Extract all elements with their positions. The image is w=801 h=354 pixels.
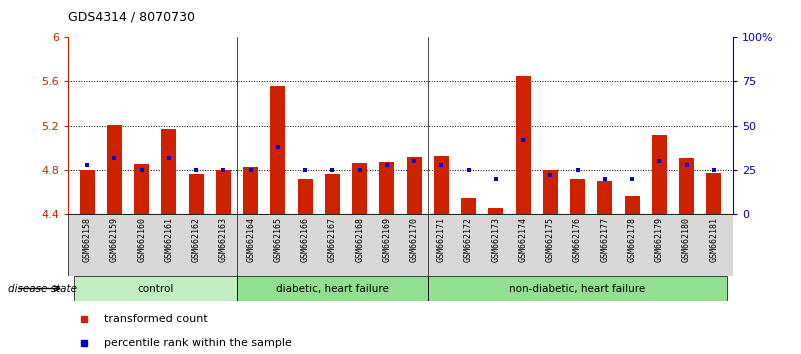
Bar	[107, 125, 122, 214]
Text: GSM662163: GSM662163	[219, 217, 228, 262]
Bar	[434, 155, 449, 214]
Text: GSM662173: GSM662173	[491, 217, 501, 262]
Text: GSM662166: GSM662166	[300, 217, 310, 262]
Text: GSM662162: GSM662162	[191, 217, 200, 262]
Text: GSM662172: GSM662172	[464, 217, 473, 262]
Text: disease state: disease state	[8, 284, 77, 293]
Text: diabetic, heart failure: diabetic, heart failure	[276, 284, 388, 293]
Text: GSM662179: GSM662179	[655, 217, 664, 262]
Text: GDS4314 / 8070730: GDS4314 / 8070730	[68, 11, 195, 24]
Bar	[407, 157, 421, 214]
Bar	[298, 179, 312, 214]
Bar	[74, 276, 237, 301]
Text: non-diabetic, heart failure: non-diabetic, heart failure	[509, 284, 646, 293]
Text: GSM662181: GSM662181	[710, 217, 718, 262]
Text: GSM662159: GSM662159	[110, 217, 119, 262]
Text: control: control	[137, 284, 174, 293]
Bar	[461, 198, 476, 214]
Bar	[162, 129, 176, 214]
Bar	[216, 170, 231, 214]
Text: percentile rank within the sample: percentile rank within the sample	[104, 338, 292, 348]
Bar	[325, 175, 340, 214]
Bar	[237, 276, 428, 301]
Text: GSM662168: GSM662168	[355, 217, 364, 262]
Text: GSM662177: GSM662177	[601, 217, 610, 262]
Bar	[489, 207, 503, 214]
Text: GSM662165: GSM662165	[273, 217, 283, 262]
Text: GSM662158: GSM662158	[83, 217, 91, 262]
Text: GSM662170: GSM662170	[409, 217, 419, 262]
Bar	[428, 276, 727, 301]
Bar	[79, 170, 95, 214]
Text: GSM662174: GSM662174	[518, 217, 528, 262]
Bar	[189, 175, 203, 214]
Bar	[570, 179, 585, 214]
Bar	[134, 164, 149, 214]
Text: GSM662175: GSM662175	[545, 217, 555, 262]
Text: GSM662167: GSM662167	[328, 217, 337, 262]
Bar	[679, 158, 694, 214]
Text: GSM662180: GSM662180	[682, 217, 691, 262]
Text: GSM662164: GSM662164	[246, 217, 256, 262]
Text: GSM662160: GSM662160	[137, 217, 146, 262]
Bar	[380, 162, 394, 214]
Text: transformed count: transformed count	[104, 314, 208, 324]
Bar	[598, 181, 612, 214]
Bar	[625, 196, 639, 214]
Bar	[543, 170, 557, 214]
Text: GSM662178: GSM662178	[628, 217, 637, 262]
Text: GSM662176: GSM662176	[573, 217, 582, 262]
Text: GSM662169: GSM662169	[382, 217, 392, 262]
Bar	[244, 167, 258, 214]
Text: GSM662161: GSM662161	[164, 217, 173, 262]
Bar	[706, 173, 722, 214]
Bar	[516, 76, 530, 214]
Bar	[271, 86, 285, 214]
Text: GSM662171: GSM662171	[437, 217, 446, 262]
Bar	[352, 163, 367, 214]
Bar	[652, 135, 667, 214]
